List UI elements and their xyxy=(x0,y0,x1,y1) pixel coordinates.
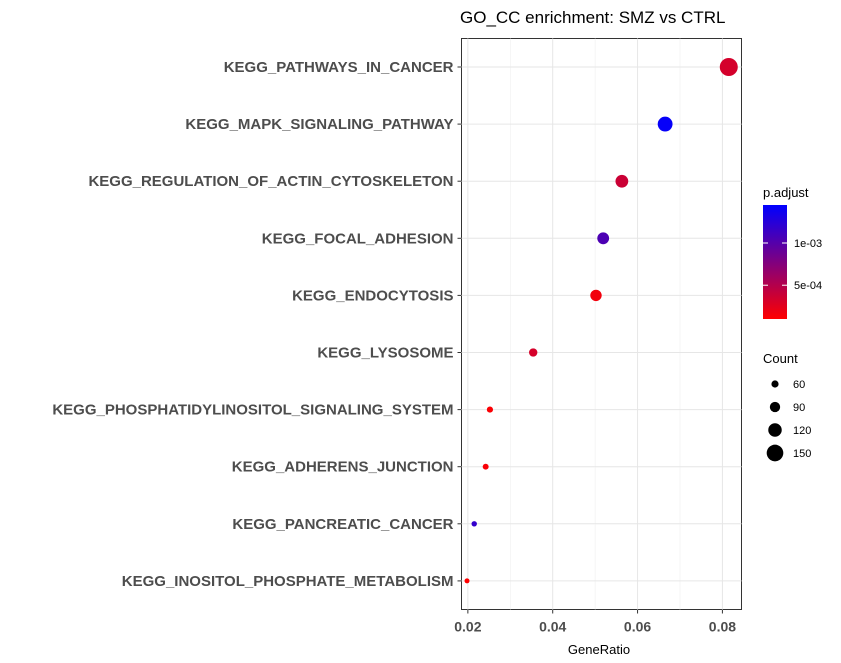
size-legend-label: 90 xyxy=(793,402,805,414)
x-axis: 0.02 0.04 0.06 0.08 xyxy=(454,609,736,635)
data-point xyxy=(590,289,602,302)
color-legend-title: p.adjust xyxy=(763,185,809,200)
y-tick-label: KEGG_REGULATION_OF_ACTIN_CYTOSKELETON xyxy=(88,173,453,190)
x-axis-title: GeneRatio xyxy=(568,642,630,657)
y-axis: KEGG_PATHWAYS_IN_CANCER KEGG_MAPK_SIGNALI… xyxy=(52,59,462,590)
y-tick-label: KEGG_PANCREATIC_CANCER xyxy=(232,516,453,533)
size-legend-label: 60 xyxy=(793,379,805,391)
color-legend-label: 1e-03 xyxy=(794,238,822,250)
data-points xyxy=(464,58,738,584)
data-point xyxy=(719,58,738,76)
y-tick-label: KEGG_PHOSPHATIDYLINOSITOL_SIGNALING_SYST… xyxy=(52,402,453,419)
y-tick-label: KEGG_FOCAL_ADHESION xyxy=(262,230,454,247)
data-point xyxy=(529,348,538,357)
y-tick-label: KEGG_ADHERENS_JUNCTION xyxy=(232,459,454,476)
x-tick-label: 0.06 xyxy=(624,619,651,635)
data-point xyxy=(615,174,629,188)
size-legend: Count 60 90 120 150 xyxy=(763,351,811,462)
data-point xyxy=(657,116,673,132)
plot-panel-border xyxy=(461,38,742,610)
y-tick-label: KEGG_INOSITOL_PHOSPHATE_METABOLISM xyxy=(122,573,454,590)
plot-panel xyxy=(461,38,742,610)
y-tick-label: KEGG_LYSOSOME xyxy=(317,345,453,362)
size-legend-label: 120 xyxy=(793,425,811,437)
y-tick-label: KEGG_PATHWAYS_IN_CANCER xyxy=(224,59,454,76)
y-tick-label: KEGG_MAPK_SIGNALING_PATHWAY xyxy=(185,116,453,133)
size-legend-title: Count xyxy=(763,351,798,366)
data-point xyxy=(597,232,610,245)
size-legend-key xyxy=(768,423,782,437)
grid-lines xyxy=(461,38,742,610)
y-tick-label: KEGG_ENDOCYTOSIS xyxy=(292,287,453,304)
data-point xyxy=(482,463,489,470)
x-tick-label: 0.04 xyxy=(539,619,566,635)
data-point xyxy=(486,406,494,413)
data-point xyxy=(471,521,477,527)
color-legend: p.adjust 5e-04 1e-03 xyxy=(763,185,822,319)
color-legend-bar xyxy=(763,205,787,319)
x-tick-label: 0.02 xyxy=(454,619,481,635)
size-legend-key xyxy=(769,401,781,413)
data-point xyxy=(464,578,470,584)
size-legend-key xyxy=(771,380,779,388)
color-legend-label: 5e-04 xyxy=(794,280,822,292)
chart-title: GO_CC enrichment: SMZ vs CTRL xyxy=(460,8,725,27)
size-legend-label: 150 xyxy=(793,448,811,460)
x-tick-label: 0.08 xyxy=(709,619,736,635)
size-legend-key xyxy=(766,444,784,462)
